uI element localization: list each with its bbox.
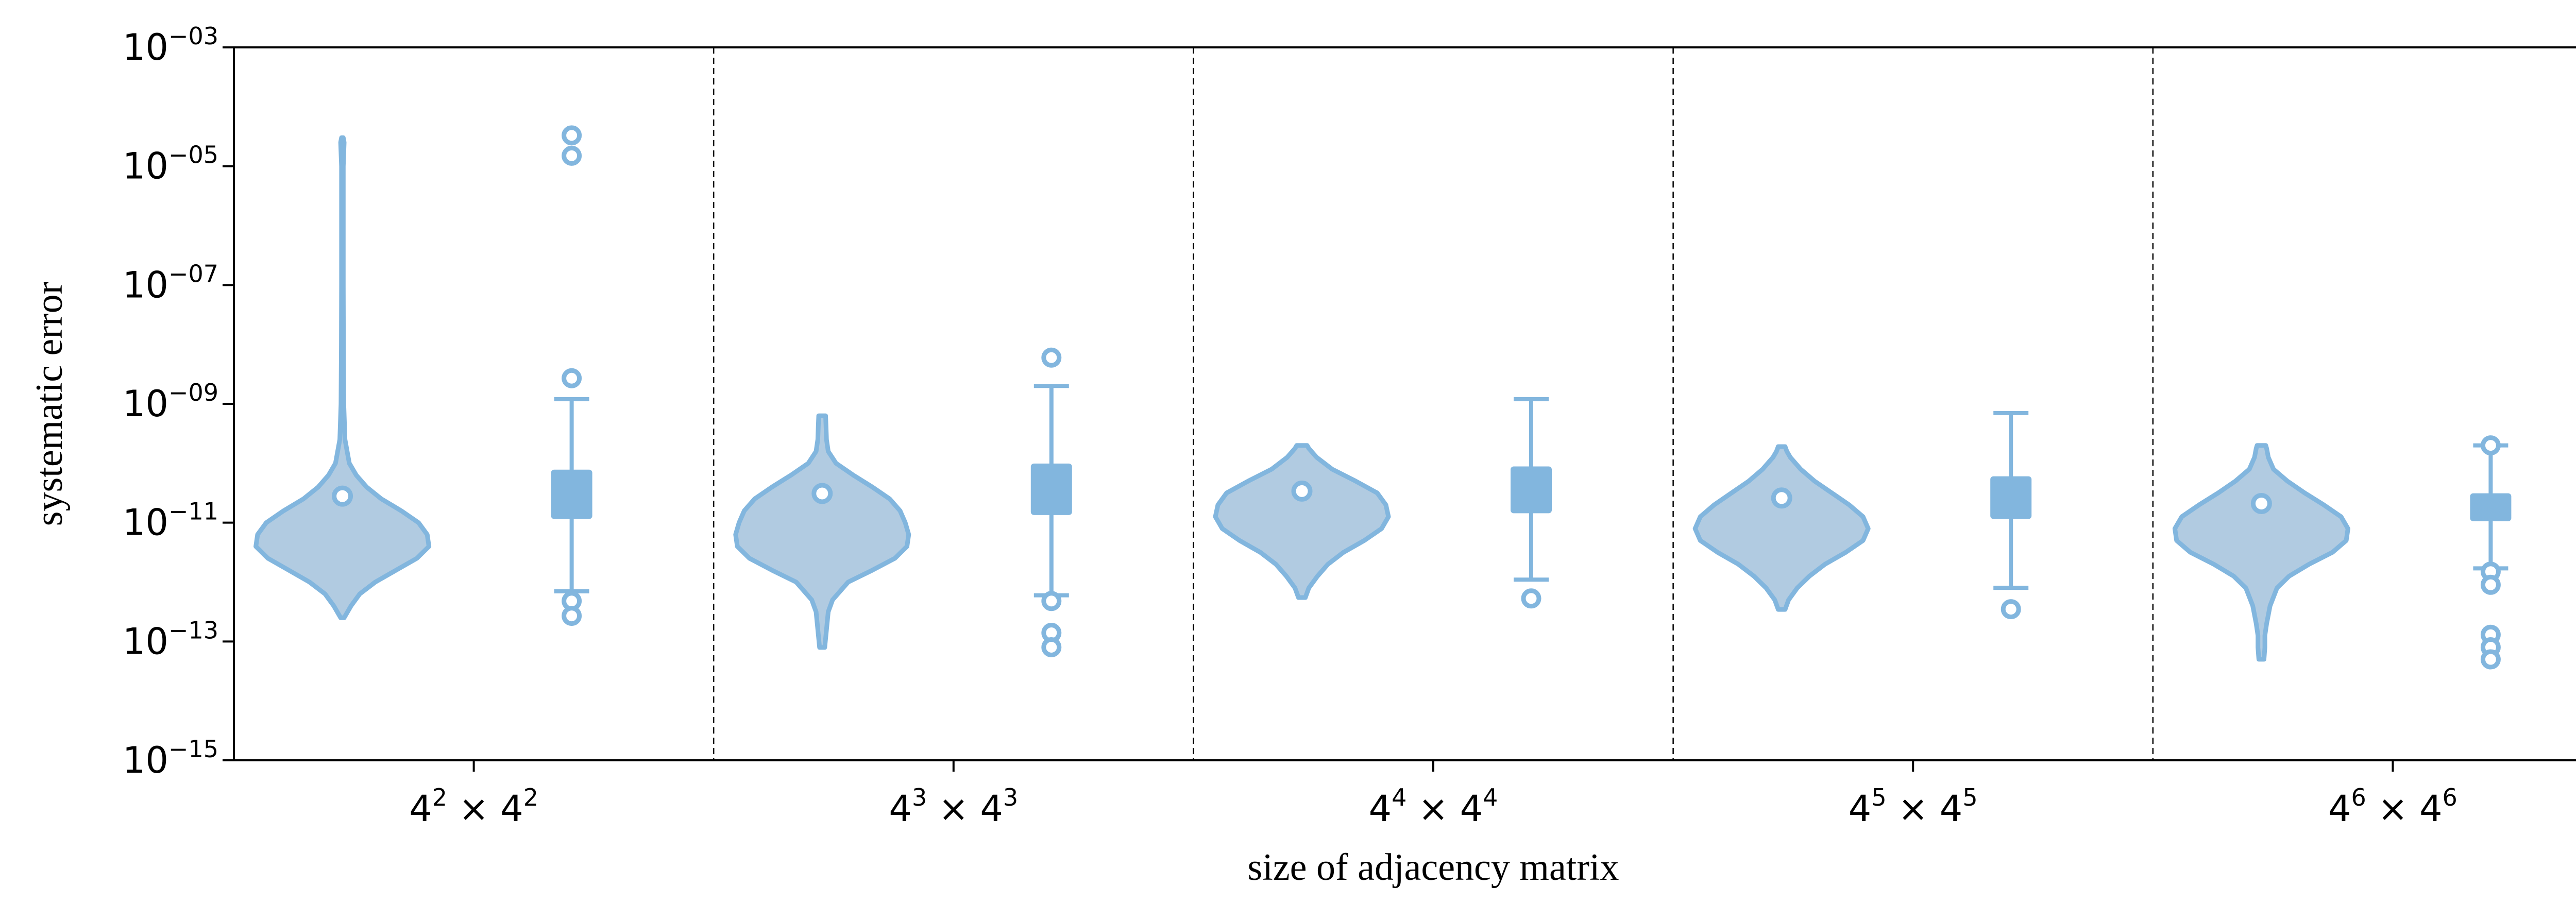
box-outlier: [1521, 588, 1541, 609]
plot-marks: [253, 125, 2512, 670]
y-tick-label: 10−11: [123, 498, 218, 544]
y-tick-label: 10−07: [123, 260, 218, 306]
x-tick-label: 43 × 43: [889, 783, 1018, 830]
y-tick-label: 10−15: [123, 735, 218, 781]
violin-median-marker: [1291, 480, 1313, 502]
box-outlier: [2001, 599, 2021, 620]
box-iqr: [1030, 463, 1072, 515]
box-outlier: [562, 606, 582, 626]
x-axis-label: size of adjacency matrix: [1247, 846, 1619, 889]
category-group: [1692, 411, 2032, 620]
box-outlier: [562, 368, 582, 388]
box-outlier: [2480, 574, 2501, 595]
violin-body: [1692, 444, 1871, 612]
violin-body: [1213, 443, 1391, 600]
violin-body: [733, 413, 911, 650]
y-tick-label: 10−05: [123, 141, 218, 188]
box-iqr: [2470, 493, 2512, 521]
category-group: [1213, 397, 1552, 609]
category-group: [2172, 435, 2512, 670]
box-outlier: [562, 125, 582, 146]
violin-body: [2172, 443, 2350, 662]
violin-median-marker: [2250, 493, 2272, 515]
x-tick-label: 45 × 45: [1849, 783, 1978, 830]
box-outlier: [2480, 649, 2501, 670]
box-outlier: [1041, 637, 1062, 658]
box-outlier: [1041, 347, 1062, 368]
x-axis-ticks: 42 × 42 43 × 43 44 × 44 45 × 45 46 × 46: [409, 760, 2458, 830]
x-tick-label: 46 × 46: [2328, 783, 2458, 830]
y-tick-label: 10−13: [123, 616, 218, 662]
x-tick-label: 44 × 44: [1369, 783, 1498, 830]
y-axis-ticks: 10−15 10−13 10−11 10−09 10−07 10−05 10−03: [123, 22, 234, 781]
y-tick-label: 10−03: [123, 22, 218, 69]
box-outlier: [562, 145, 582, 166]
category-group: [733, 347, 1072, 658]
violin-median-marker: [1771, 487, 1792, 509]
category-group: [253, 125, 592, 626]
violin-median-marker: [332, 485, 353, 507]
violin-body: [253, 135, 432, 620]
box-outlier: [2480, 435, 2501, 456]
y-tick-label: 10−09: [123, 379, 218, 425]
x-tick-label: 42 × 42: [409, 783, 538, 830]
y-axis-label: systematic error: [28, 282, 71, 526]
category-dividers: [713, 47, 2154, 760]
violin-median-marker: [811, 483, 833, 504]
box-outlier: [1041, 591, 1062, 611]
